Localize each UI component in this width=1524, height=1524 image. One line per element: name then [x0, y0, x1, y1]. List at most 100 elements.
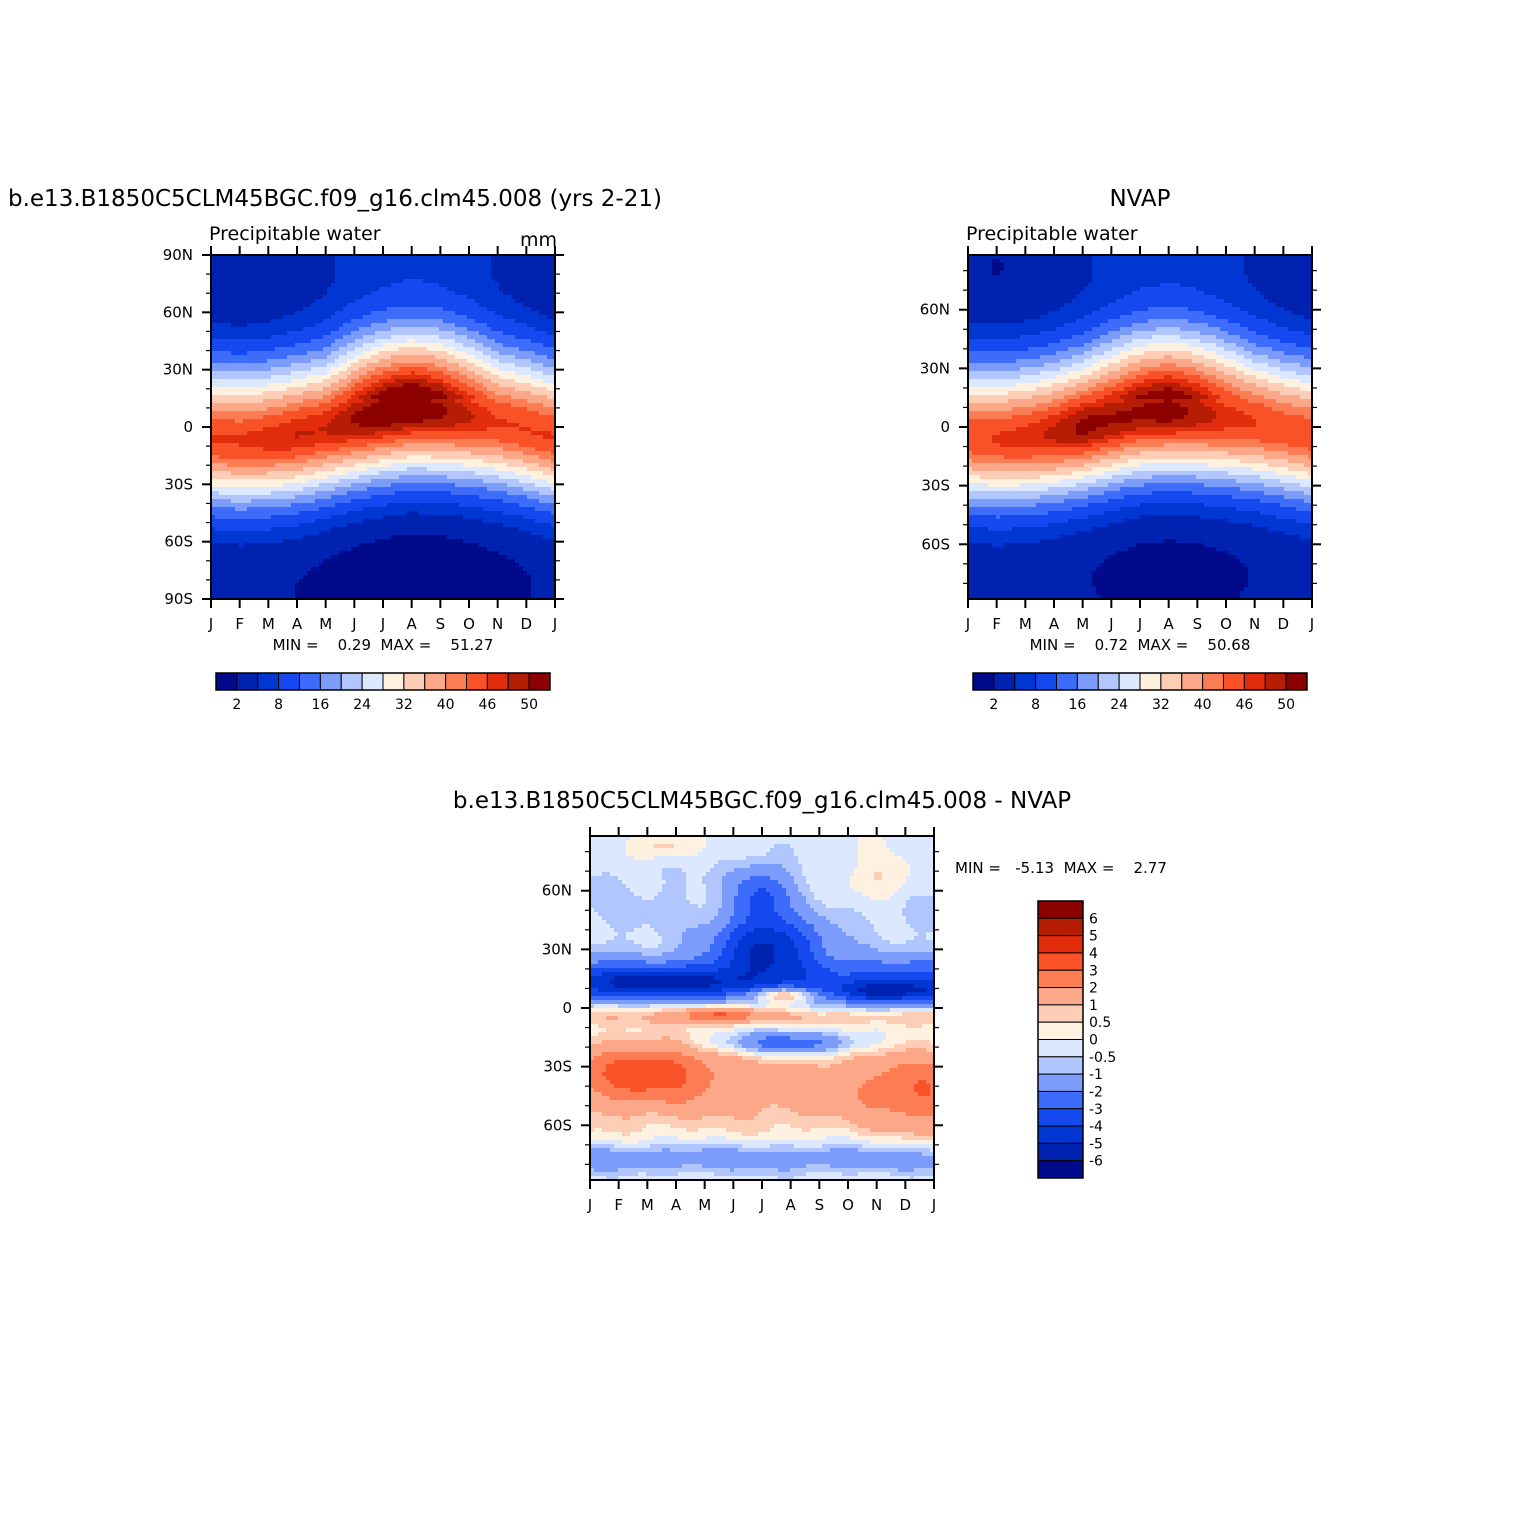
contour-cell: [459, 439, 464, 444]
contour-cell: [263, 287, 268, 292]
contour-cell: [451, 255, 456, 260]
contour-cell: [403, 383, 408, 388]
contour-cell: [499, 391, 504, 396]
contour-cell: [447, 419, 452, 424]
contour-cell: [311, 447, 316, 452]
contour-cell: [371, 315, 376, 320]
contour-cell: [527, 291, 532, 296]
contour-cell: [511, 355, 516, 360]
contour-cell: [263, 351, 268, 356]
contour-cell: [211, 259, 216, 264]
contour-cell: [279, 439, 284, 444]
contour-cell: [307, 471, 312, 476]
contour-cell: [279, 279, 284, 284]
contour-cell: [499, 367, 504, 372]
contour-cell: [347, 299, 352, 304]
contour-cell: [515, 295, 520, 300]
contour-cell: [435, 255, 440, 260]
contour-cell: [211, 439, 216, 444]
contour-cell: [315, 479, 320, 484]
contour-cell: [535, 411, 540, 416]
contour-cell: [443, 275, 448, 280]
contour-cell: [395, 427, 400, 432]
contour-cell: [211, 375, 216, 380]
contour-cell: [523, 423, 528, 428]
contour-cell: [351, 347, 356, 352]
contour-cell: [247, 395, 252, 400]
contour-cell: [415, 379, 420, 384]
contour-cell: [439, 479, 444, 484]
contour-cell: [467, 371, 472, 376]
contour-cell: [443, 387, 448, 392]
contour-cell: [231, 443, 236, 448]
contour-cell: [467, 467, 472, 472]
contour-cell: [287, 439, 292, 444]
contour-cell: [331, 367, 336, 372]
contour-cell: [495, 451, 500, 456]
contour-cell: [463, 467, 468, 472]
contour-cell: [495, 439, 500, 444]
contour-cell: [231, 339, 236, 344]
contour-cell: [311, 351, 316, 356]
contour-cell: [479, 331, 484, 336]
contour-cell: [359, 315, 364, 320]
contour-cell: [251, 447, 256, 452]
contour-cell: [435, 407, 440, 412]
contour-cell: [263, 255, 268, 260]
contour-cell: [395, 451, 400, 456]
contour-cell: [443, 327, 448, 332]
contour-cell: [291, 299, 296, 304]
contour-cell: [503, 371, 508, 376]
contour-cell: [435, 291, 440, 296]
contour-cell: [339, 447, 344, 452]
contour-cell: [363, 423, 368, 428]
contour-cell: [519, 455, 524, 460]
contour-cell: [463, 295, 468, 300]
contour-cell: [407, 259, 412, 264]
contour-cell: [499, 323, 504, 328]
contour-cell: [283, 331, 288, 336]
contour-cell: [443, 283, 448, 288]
contour-cell: [367, 399, 372, 404]
contour-cell: [311, 359, 316, 364]
contour-cell: [219, 355, 224, 360]
contour-cell: [483, 343, 488, 348]
contour-cell: [267, 447, 272, 452]
contour-cell: [435, 415, 440, 420]
contour-cell: [271, 479, 276, 484]
contour-cell: [251, 391, 256, 396]
contour-cell: [371, 391, 376, 396]
contour-cell: [339, 351, 344, 356]
contour-cell: [415, 443, 420, 448]
contour-cell: [419, 267, 424, 272]
contour-cell: [539, 279, 544, 284]
contour-cell: [255, 307, 260, 312]
contour-cell: [491, 479, 496, 484]
contour-cell: [547, 471, 552, 476]
contour-cell: [399, 307, 404, 312]
contour-cell: [351, 395, 356, 400]
contour-cell: [435, 447, 440, 452]
contour-cell: [435, 371, 440, 376]
contour-cell: [331, 363, 336, 368]
contour-cell: [343, 475, 348, 480]
contour-cell: [539, 291, 544, 296]
contour-cell: [311, 475, 316, 480]
contour-cell: [423, 391, 428, 396]
contour-cell: [503, 459, 508, 464]
contour-cell: [315, 299, 320, 304]
contour-cell: [391, 395, 396, 400]
contour-cell: [499, 343, 504, 348]
contour-cell: [235, 315, 240, 320]
contour-cell: [535, 279, 540, 284]
contour-cell: [355, 335, 360, 340]
contour-cell: [479, 355, 484, 360]
contour-cell: [499, 467, 504, 472]
contour-cell: [451, 391, 456, 396]
contour-cell: [383, 287, 388, 292]
contour-cell: [451, 351, 456, 356]
contour-cell: [251, 367, 256, 372]
contour-cell: [255, 383, 260, 388]
contour-cell: [323, 455, 328, 460]
contour-cell: [427, 323, 432, 328]
